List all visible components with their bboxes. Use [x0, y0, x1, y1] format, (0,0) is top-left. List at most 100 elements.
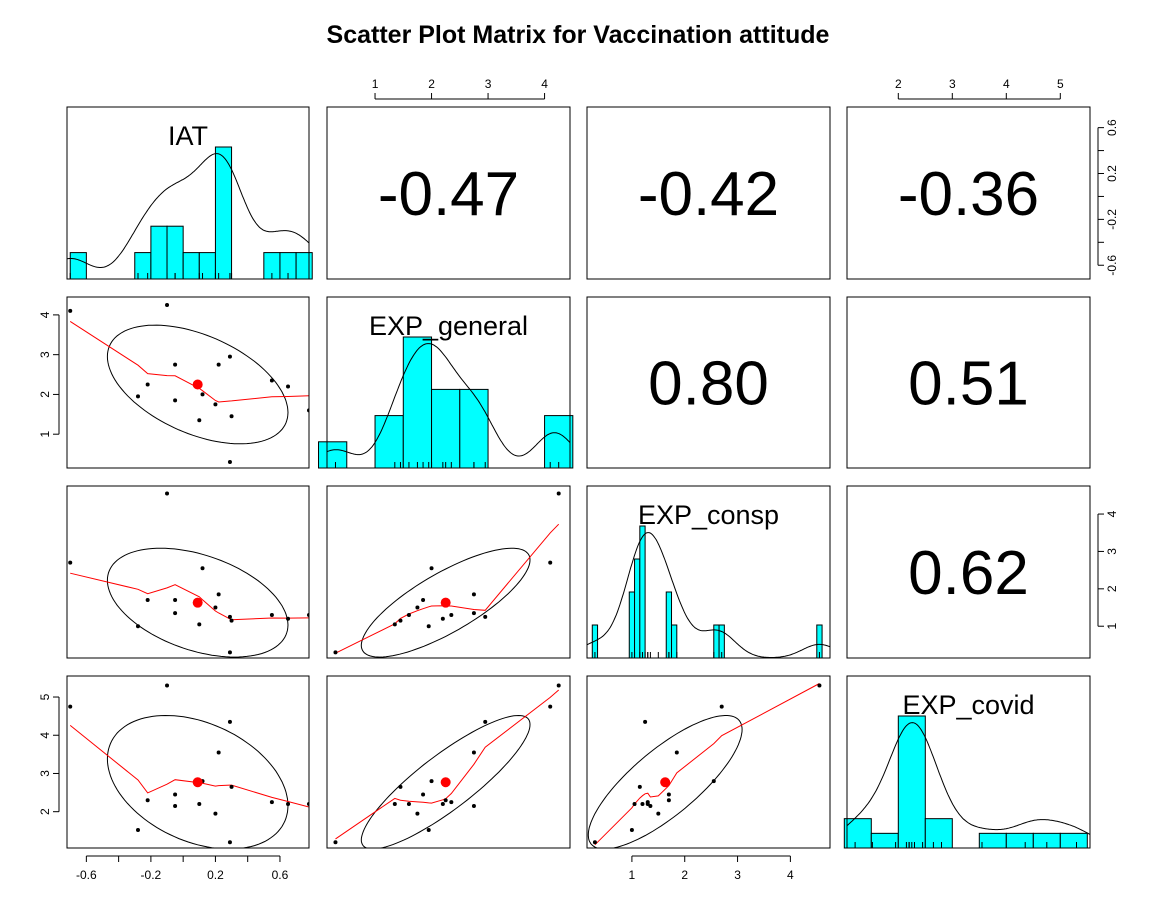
- panel-frame: [846, 485, 1091, 659]
- tick-label: 0.6: [272, 868, 289, 882]
- scatter-point: [406, 802, 411, 807]
- histogram-bar: [374, 415, 404, 469]
- scatter-point: [68, 560, 73, 565]
- scatter-point: [135, 828, 140, 833]
- lowess-smoother: [69, 725, 309, 808]
- tick-label: 3: [485, 77, 492, 91]
- histogram-bar: [1059, 832, 1088, 849]
- panel-iat-exp_general: -0.47: [326, 106, 571, 280]
- scatter-point: [173, 398, 178, 403]
- scatter-point: [471, 592, 476, 597]
- scatter-point: [333, 650, 338, 655]
- histogram-bar: [69, 252, 87, 280]
- lowess-smoother: [70, 572, 309, 621]
- panel-exp_general-exp_covid: 0.51: [846, 296, 1091, 469]
- histogram-bar: [671, 624, 678, 659]
- scatter-point: [592, 840, 597, 845]
- variable-label: EXP_general: [369, 311, 528, 341]
- panel-frame: [586, 485, 831, 659]
- panel-iat-iat: IAT: [66, 106, 313, 280]
- correlation-value: 0.51: [908, 350, 1029, 419]
- density-curve: [846, 722, 1091, 835]
- scatter-point: [269, 800, 274, 805]
- scatter-point: [556, 683, 561, 688]
- scatter-point: [227, 354, 232, 359]
- correlation-value: -0.36: [898, 160, 1039, 229]
- lowess-smoother: [335, 523, 560, 654]
- tick-label: 0.2: [1105, 165, 1119, 182]
- scatter-point: [548, 560, 553, 565]
- scatter-layer: [68, 683, 309, 848]
- histogram-bar: [182, 252, 200, 280]
- panel-frame: [846, 675, 1091, 849]
- panel-frame: [326, 485, 571, 659]
- panel-frame: [586, 106, 831, 280]
- tick-label: 4: [1105, 510, 1119, 517]
- scatter-point: [656, 811, 661, 816]
- scatter-point: [666, 798, 671, 803]
- scatter-point: [165, 302, 170, 307]
- correlation-value: 0.80: [648, 350, 769, 419]
- scatter-point: [216, 592, 221, 597]
- chart-title: Scatter Plot Matrix for Vaccination atti…: [327, 21, 830, 49]
- scatter-point: [197, 622, 202, 627]
- scatter-point: [426, 624, 431, 629]
- scatter-point: [443, 798, 448, 803]
- histogram-bar: [318, 441, 348, 469]
- scatter-point: [632, 802, 637, 807]
- tick-label: 0.6: [1105, 119, 1119, 136]
- correlation-ellipse: [360, 714, 531, 848]
- lowess-smoother: [335, 689, 560, 840]
- tick-label: 5: [38, 693, 52, 700]
- scatter-point: [213, 811, 218, 816]
- scatter-point: [173, 803, 178, 808]
- tick-label: 5: [1057, 77, 1064, 91]
- scatter-point: [286, 384, 291, 389]
- scatter-point: [483, 614, 488, 619]
- scatter-point: [216, 362, 221, 367]
- scatter-point: [68, 704, 73, 709]
- correlation-ellipse: [106, 547, 289, 658]
- panel-exp_covid-iat: [66, 675, 310, 849]
- panel-exp_consp-exp_covid: 0.62: [846, 485, 1091, 659]
- histogram-bar: [628, 591, 636, 659]
- scatter-layer: [68, 302, 309, 465]
- scatter-point: [421, 598, 426, 603]
- scatter-point: [227, 719, 232, 724]
- histogram-bar: [150, 225, 168, 280]
- variable-label: EXP_consp: [638, 500, 779, 530]
- panel-exp_general-exp_general: EXP_general: [318, 296, 574, 469]
- scatter-point: [200, 392, 205, 397]
- tick-label: 3: [1105, 548, 1119, 555]
- scatter-point: [216, 750, 221, 755]
- histogram-bar: [214, 146, 233, 280]
- panel-frame: [846, 296, 1091, 469]
- scatter-point: [145, 598, 150, 603]
- panel-exp_covid-exp_general: [326, 675, 571, 849]
- tick-label: 2: [895, 77, 902, 91]
- scatter-point: [666, 792, 671, 797]
- histogram-bar: [897, 715, 926, 849]
- panel-exp_general-exp_consp: 0.80: [586, 296, 831, 469]
- correlation-ellipse: [587, 715, 743, 848]
- correlation-value: -0.47: [378, 160, 519, 229]
- scatter-layer: [333, 683, 561, 848]
- tick-label: 4: [1003, 77, 1010, 91]
- x-axis-exp_general: 1 2 3 4: [372, 77, 548, 100]
- tick-label: 4: [787, 868, 794, 882]
- panel-frame: [326, 296, 571, 469]
- scatter-point: [426, 828, 431, 833]
- scatter-point: [629, 828, 634, 833]
- scatter-point: [415, 605, 420, 610]
- panel-exp_consp-iat: [66, 485, 310, 659]
- mean-point: [192, 597, 203, 608]
- mean-point: [192, 777, 203, 788]
- y-axis-exp_general: 1 2 3 4: [38, 311, 60, 438]
- panel-frame: [66, 485, 310, 659]
- scatter-point: [227, 460, 232, 465]
- tick-label: 3: [949, 77, 956, 91]
- scatter-point: [269, 378, 274, 383]
- scatter-point: [227, 840, 232, 845]
- scatter-layer: [333, 491, 561, 658]
